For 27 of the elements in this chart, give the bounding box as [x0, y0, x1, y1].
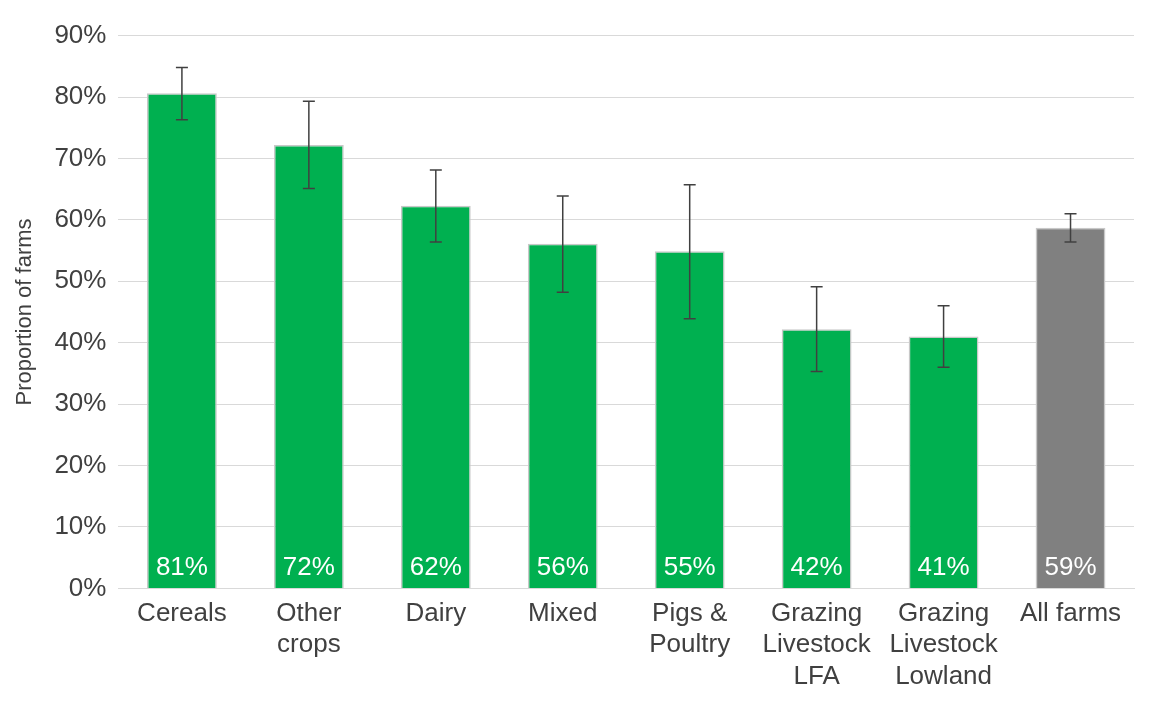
y-tick-label: 60% — [54, 203, 107, 234]
y-tick-label: 0% — [68, 571, 107, 602]
data-label: 62% — [409, 550, 462, 581]
data-label: 41% — [917, 550, 970, 581]
data-label: 81% — [155, 550, 208, 581]
x-tick-label: All farms — [1019, 597, 1122, 628]
y-tick-label: 10% — [54, 510, 107, 541]
y-tick-label: 50% — [54, 264, 107, 295]
y-tick-label: 30% — [54, 387, 107, 418]
y-tick-label: 90% — [54, 18, 107, 49]
y-axis-title: Proportion of farms — [11, 218, 37, 406]
x-tick-label: Mixed — [528, 597, 598, 628]
x-tick-label: Grazing Livestock LFA — [762, 597, 872, 690]
data-label: 55% — [663, 550, 716, 581]
y-tick-label: 70% — [54, 141, 107, 172]
data-label: 72% — [282, 550, 335, 581]
data-label: 56% — [536, 550, 589, 581]
x-tick-label: Other crops — [276, 597, 342, 659]
y-tick-label: 20% — [54, 448, 107, 479]
y-tick-label: 40% — [54, 325, 107, 356]
data-label: 59% — [1044, 550, 1097, 581]
x-tick-label: Dairy — [405, 597, 467, 628]
x-tick-label: Grazing Livestock Lowland — [889, 597, 999, 690]
x-tick-label: Pigs & Poultry — [649, 597, 731, 659]
y-tick-label: 80% — [54, 80, 107, 111]
data-label: 42% — [790, 550, 843, 581]
x-tick-label: Cereals — [137, 597, 227, 628]
